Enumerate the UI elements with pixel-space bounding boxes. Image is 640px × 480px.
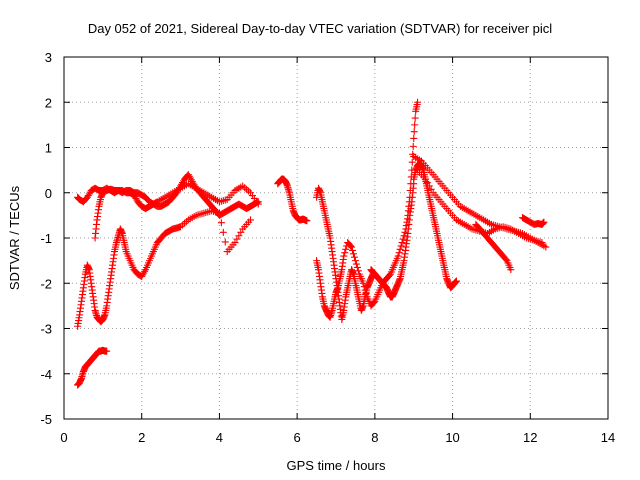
- data-point-marker: [400, 232, 408, 240]
- data-point-marker: [540, 218, 548, 226]
- data-point-marker: [217, 219, 225, 227]
- data-point-marker: [348, 243, 356, 251]
- data-point-marker: [410, 128, 418, 136]
- y-tick-label: 2: [45, 95, 52, 110]
- series-track-b: [74, 207, 255, 330]
- x-tick-label: 2: [138, 430, 145, 445]
- x-tick-label: 8: [371, 430, 378, 445]
- data-point-marker: [410, 134, 418, 142]
- x-tick-label: 12: [523, 430, 537, 445]
- data-point-marker: [349, 250, 357, 258]
- data-point-marker: [340, 252, 348, 260]
- data-point-marker: [395, 249, 403, 257]
- y-tick-label: -2: [40, 276, 52, 291]
- series-track-h: [367, 180, 418, 301]
- data-point-marker: [303, 217, 311, 225]
- data-point-marker: [538, 239, 546, 247]
- y-axis-label: SDTVAR / TECUs: [7, 185, 22, 290]
- data-point-marker: [347, 242, 355, 250]
- data-point-marker: [397, 242, 405, 250]
- x-tick-label: 10: [445, 430, 459, 445]
- data-point-marker: [411, 121, 419, 129]
- data-point-marker: [221, 238, 229, 246]
- data-point-marker: [341, 249, 349, 257]
- data-points: [74, 98, 550, 389]
- y-tick-label: -1: [40, 231, 52, 246]
- series-track-k: [414, 166, 546, 247]
- x-tick-label: 14: [601, 430, 615, 445]
- data-point-marker: [401, 228, 409, 236]
- y-tick-label: 0: [45, 186, 52, 201]
- data-point-marker: [141, 267, 149, 275]
- data-point-marker: [103, 347, 111, 355]
- data-point-marker: [352, 260, 360, 268]
- x-tick-label: 6: [294, 430, 301, 445]
- data-point-marker: [396, 245, 404, 253]
- series-track-m: [519, 214, 548, 228]
- data-point-marker: [354, 267, 362, 275]
- y-tick-label: -4: [40, 367, 52, 382]
- data-point-marker: [219, 228, 227, 236]
- chart-title: Day 052 of 2021, Sidereal Day-to-day VTE…: [88, 21, 552, 36]
- series-track-d: [91, 180, 262, 242]
- x-axis-label: GPS time / hours: [287, 458, 386, 473]
- y-tick-label: 1: [45, 141, 52, 156]
- data-point-marker: [215, 209, 223, 217]
- data-point-marker: [398, 239, 406, 247]
- series-track-c: [74, 346, 111, 389]
- data-point-marker: [351, 257, 359, 265]
- data-point-marker: [350, 253, 358, 261]
- data-point-marker: [452, 277, 460, 285]
- data-point-marker: [409, 142, 417, 150]
- data-point-marker: [394, 252, 402, 260]
- data-point-marker: [253, 198, 261, 206]
- y-tick-label: -5: [40, 412, 52, 427]
- x-tick-label: 4: [216, 430, 223, 445]
- data-point-marker: [342, 245, 350, 253]
- data-point-marker: [353, 263, 361, 271]
- data-point-marker: [254, 200, 262, 208]
- data-point-marker: [399, 235, 407, 243]
- y-tick-label: -3: [40, 322, 52, 337]
- data-point-marker: [411, 114, 419, 122]
- y-tick-label: 3: [45, 50, 52, 65]
- data-point-marker: [349, 246, 357, 254]
- data-point-marker: [542, 243, 550, 251]
- data-point-marker: [152, 198, 160, 206]
- data-point-marker: [247, 216, 255, 224]
- series-track-l: [472, 220, 515, 274]
- series-track-e: [274, 175, 311, 225]
- data-point-marker: [414, 98, 422, 106]
- data-point-marker: [507, 266, 515, 274]
- x-tick-label: 0: [60, 430, 67, 445]
- grid-layer: [64, 57, 608, 419]
- data-point-marker: [408, 158, 416, 166]
